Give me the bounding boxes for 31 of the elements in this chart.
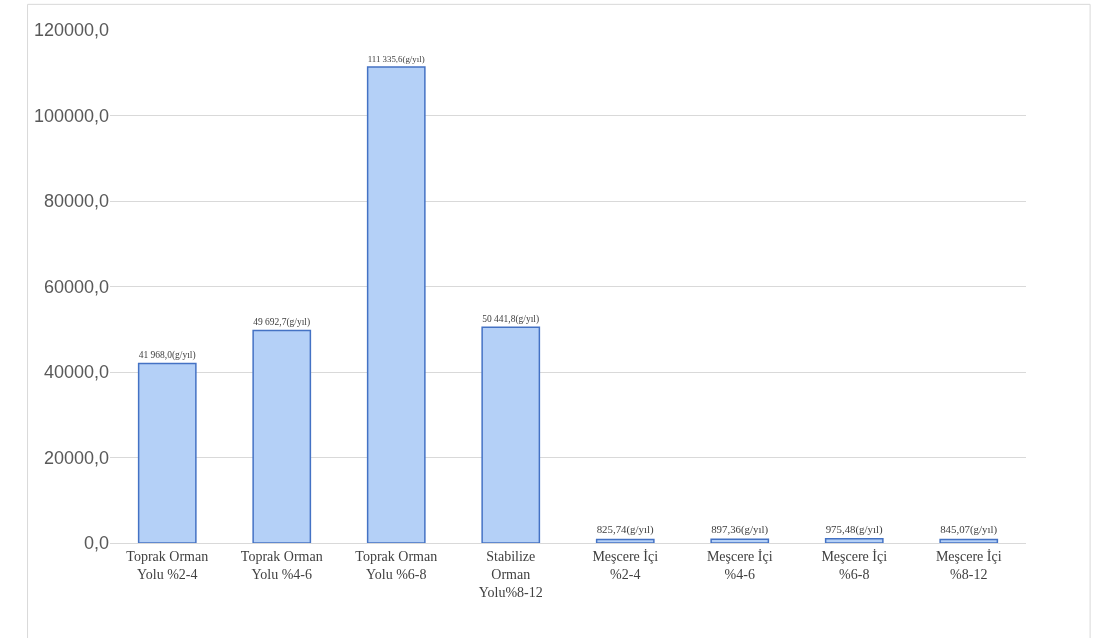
y-tick-label: 80000,0 — [43, 191, 109, 212]
x-tick-label: Toprak Orman Yolu %4-6 — [240, 548, 323, 582]
x-tick-label: Toprak Orman Yolu %6-8 — [355, 548, 438, 582]
bar — [481, 326, 541, 543]
y-tick-label: 60000,0 — [43, 276, 109, 297]
data-label: 897,36(g/yıl) — [711, 523, 769, 537]
x-tick-label: Meşcere İçi %4-6 — [706, 548, 773, 582]
bar — [939, 538, 999, 543]
data-label: 49 692,7(g/yıl) — [253, 316, 311, 328]
x-tick-label: Meşcere İçi %2-4 — [592, 548, 659, 582]
data-label: 845,07(g/yıl) — [940, 523, 998, 537]
data-label: 41 968,0(g/yıl) — [138, 349, 196, 361]
y-tick-label: 20000,0 — [43, 447, 109, 468]
x-tick-label: Toprak Orman Yolu %2-4 — [126, 548, 209, 582]
bar — [252, 329, 312, 543]
data-label: 825,74(g/yıl) — [596, 523, 654, 537]
y-tick-label: 0,0 — [83, 533, 109, 554]
x-tick-label: Stabilize Orman Yolu%8-12 — [478, 548, 543, 601]
data-label: 50 441,8(g/yıl) — [482, 313, 540, 325]
y-tick-label: 100000,0 — [33, 105, 109, 126]
y-tick-label: 120000,0 — [33, 20, 109, 41]
bar — [366, 66, 426, 543]
data-label: 975,48(g/yıl) — [825, 522, 883, 536]
data-label: 111 335,6(g/yıl) — [367, 53, 425, 64]
bar — [137, 362, 197, 543]
bar — [824, 538, 884, 543]
y-tick-label: 40000,0 — [43, 362, 109, 383]
bar — [595, 538, 655, 543]
bar — [710, 538, 770, 543]
x-tick-label: Meşcere İçi %8-12 — [935, 548, 1002, 582]
x-tick-label: Meşcere İçi %6-8 — [821, 548, 888, 582]
